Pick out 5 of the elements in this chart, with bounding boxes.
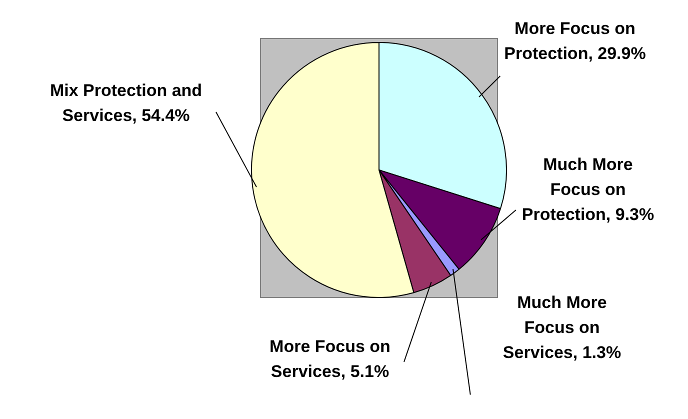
slice-label: More Focus on Protection, 29.9% xyxy=(504,19,646,63)
slice-label: Much More Focus on Services, 1.3% xyxy=(502,293,622,362)
slice-label: Mix Protection and Services, 54.4% xyxy=(50,81,202,125)
slice-label: More Focus on Services, 5.1% xyxy=(270,337,390,381)
slice-label: Much More Focus on Protection, 9.3% xyxy=(522,155,654,224)
